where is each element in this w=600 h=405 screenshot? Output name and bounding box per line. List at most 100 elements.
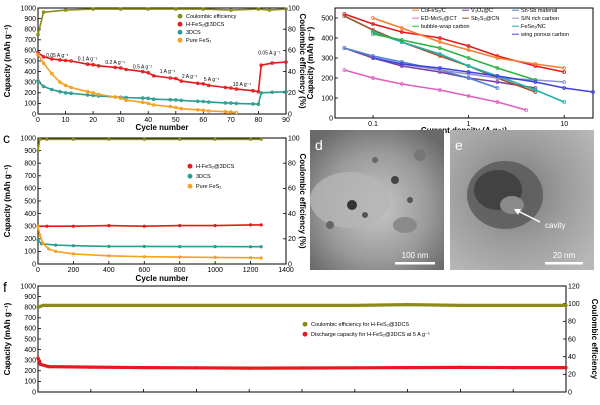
tem-image-e-scale-label: 20 nm xyxy=(553,251,576,260)
data-point xyxy=(69,59,73,63)
panel-c-ylabel: Capacity (mAh g⁻¹) xyxy=(3,164,12,237)
data-point xyxy=(466,64,471,68)
legend-marker xyxy=(177,13,183,19)
series-line-b-8 xyxy=(372,33,536,81)
x-tick-label: 40 xyxy=(144,117,152,124)
data-point xyxy=(63,91,68,95)
data-point xyxy=(151,74,156,78)
panel-f-frame xyxy=(37,285,567,393)
data-point xyxy=(342,46,347,50)
legend-entry: Sb₂S₃@CN xyxy=(471,16,499,22)
y2-tick-label: 100 xyxy=(568,301,580,308)
data-point xyxy=(495,56,500,60)
data-point xyxy=(259,256,263,260)
data-point xyxy=(179,106,184,111)
data-point xyxy=(207,100,211,104)
data-point xyxy=(36,52,40,57)
data-point xyxy=(141,303,146,308)
data-point xyxy=(259,63,264,67)
data-point xyxy=(371,16,375,20)
data-point xyxy=(466,48,471,52)
rate-label: 5 A g⁻¹ xyxy=(204,77,220,83)
data-point xyxy=(140,96,145,100)
data-point xyxy=(229,86,233,90)
x-tick-label: 600 xyxy=(138,267,150,274)
data-point xyxy=(256,7,261,11)
data-point xyxy=(495,86,500,90)
data-point xyxy=(533,88,538,92)
data-point xyxy=(46,364,51,369)
data-point xyxy=(174,7,178,11)
data-point xyxy=(96,64,101,68)
panel-f-ylabel: Capacity (mAh g⁻¹) xyxy=(3,302,12,375)
data-point xyxy=(91,62,95,67)
legend-entry: H-FeS₂@3DCS xyxy=(196,164,235,170)
y-tick-label: 800 xyxy=(24,305,36,312)
legend-marker xyxy=(187,173,193,179)
data-point xyxy=(495,66,500,70)
data-point xyxy=(178,255,182,259)
y-tick-label: 1000 xyxy=(20,283,36,290)
y-tick-label: 400 xyxy=(24,347,36,354)
data-point xyxy=(146,96,151,101)
data-point xyxy=(437,36,442,40)
y-tick-label: 700 xyxy=(24,173,36,180)
data-point xyxy=(36,149,40,153)
y2-tick-label: 0 xyxy=(288,111,292,118)
data-point xyxy=(58,89,62,94)
legend-entry: FeSe₂/NC xyxy=(521,24,546,30)
rate-label: 0.05 A g⁻¹ xyxy=(46,53,69,59)
data-point xyxy=(371,28,375,32)
rate-label: 10 A g⁻¹ xyxy=(233,82,252,88)
data-point xyxy=(249,137,253,141)
data-point xyxy=(36,32,40,37)
data-point xyxy=(564,303,568,308)
data-point xyxy=(107,244,111,248)
data-point xyxy=(533,62,538,66)
data-point xyxy=(466,76,471,80)
data-point xyxy=(251,88,255,93)
y-tick-label: 100 xyxy=(321,95,333,102)
data-point xyxy=(466,44,471,48)
data-point xyxy=(562,66,567,70)
y2-tick-label: 80 xyxy=(288,161,296,168)
y2-tick-label: 0 xyxy=(288,261,292,268)
data-point xyxy=(124,67,128,72)
data-point xyxy=(229,110,233,114)
x-tick-label: 10 xyxy=(62,117,70,124)
data-point xyxy=(399,62,404,66)
data-point xyxy=(41,303,45,308)
y-tick-label: 600 xyxy=(24,48,36,55)
y2-tick-label: 20 xyxy=(568,372,576,379)
legend-entry: 3DCS xyxy=(186,30,201,36)
series-line-a-3 xyxy=(37,54,237,114)
data-point xyxy=(207,109,211,113)
data-point xyxy=(41,242,45,246)
y-tick-label: 700 xyxy=(24,315,36,322)
data-point xyxy=(36,305,40,309)
data-point xyxy=(71,252,76,256)
data-point xyxy=(146,7,151,11)
data-point xyxy=(342,14,347,18)
data-point xyxy=(54,243,58,247)
data-point xyxy=(342,12,347,16)
y-tick-label: 300 xyxy=(24,224,36,231)
x-tick-label: 1400 xyxy=(278,267,294,274)
data-point xyxy=(267,8,272,12)
data-point xyxy=(179,98,184,103)
legend-marker xyxy=(177,37,183,43)
data-point xyxy=(562,100,567,104)
data-point xyxy=(107,254,111,258)
x-tick-label: 1000 xyxy=(207,267,223,274)
tem-image-e: e cavity 20 nm xyxy=(450,130,594,270)
data-point xyxy=(38,233,42,237)
data-point xyxy=(371,30,375,34)
data-point xyxy=(196,81,200,86)
tem-image-e-arrowhead xyxy=(514,209,521,215)
legend-entry: CoFeS₂/C xyxy=(421,8,446,14)
panel-a-ticks: 0 10 20 30 40 50 60 70 80 90010020030040050060070… xyxy=(20,5,299,124)
y2-tick-label: 40 xyxy=(288,69,296,76)
panel-b-series xyxy=(342,12,595,112)
data-point xyxy=(58,80,62,84)
data-point xyxy=(140,100,145,105)
